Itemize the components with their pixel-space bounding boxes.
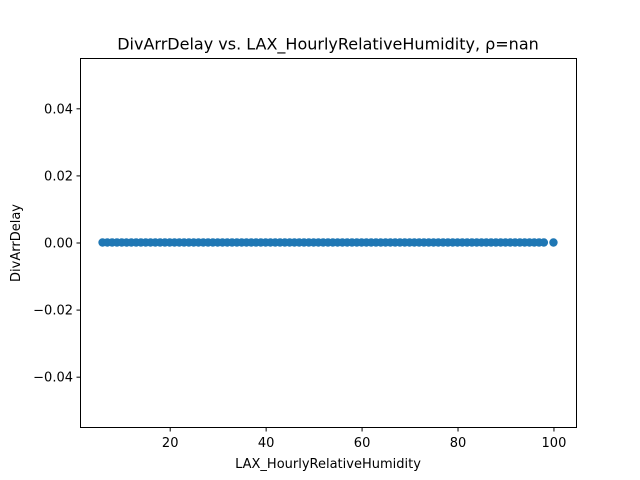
data-point — [539, 238, 549, 247]
x-tick-label: 20 — [162, 436, 179, 451]
x-axis: 20 40 60 80 100 — [162, 427, 567, 451]
x-tick-label: 100 — [542, 436, 567, 451]
points-layer — [98, 238, 558, 247]
x-tick-label: 80 — [450, 436, 467, 451]
y-axis-label: DivArrDelay — [9, 204, 24, 282]
y-tick-label: −0.04 — [33, 371, 73, 386]
x-tick-label: 40 — [258, 436, 275, 451]
y-tick-label: −0.02 — [33, 304, 73, 319]
data-point — [549, 238, 558, 247]
y-tick-label: 0.04 — [44, 102, 73, 117]
x-tick-label: 60 — [354, 436, 371, 451]
x-axis-label: LAX_HourlyRelativeHumidity — [235, 457, 421, 472]
y-axis: 0.04 0.02 0.00 −0.02 −0.04 — [33, 102, 81, 386]
chart-title: DivArrDelay vs. LAX_HourlyRelativeHumidi… — [117, 35, 539, 55]
y-tick-label: 0.00 — [44, 237, 73, 252]
y-tick-label: 0.02 — [44, 169, 73, 184]
